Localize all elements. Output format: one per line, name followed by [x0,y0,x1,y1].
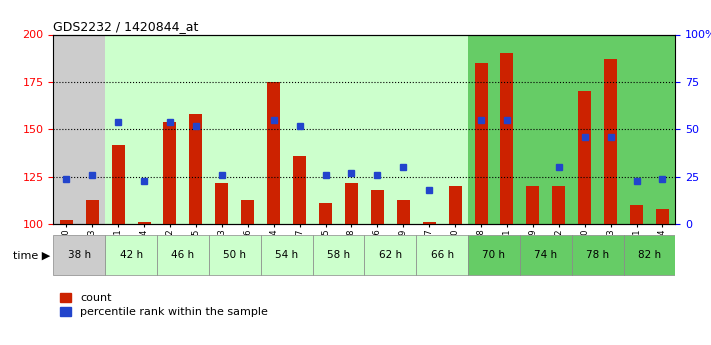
Bar [624,235,675,275]
Bar [313,235,364,275]
Bar [157,235,209,275]
Text: 62 h: 62 h [379,250,402,260]
Bar [501,53,513,224]
Bar [313,34,364,224]
Bar [60,220,73,224]
Bar [189,114,203,224]
Bar [423,223,436,224]
Text: 58 h: 58 h [327,250,350,260]
Bar [397,199,410,224]
Bar [552,186,565,224]
Bar [572,34,624,224]
Text: 82 h: 82 h [638,250,661,260]
Bar [416,34,468,224]
Bar [164,122,176,224]
Bar [604,59,617,224]
Bar [578,91,592,224]
Bar [416,235,468,275]
Bar [468,235,520,275]
Bar [319,204,332,224]
Bar [526,186,540,224]
Bar [112,145,124,224]
Bar [345,183,358,224]
Text: 70 h: 70 h [483,250,506,260]
Text: 78 h: 78 h [586,250,609,260]
Bar [624,34,675,224]
Text: 50 h: 50 h [223,250,246,260]
Text: 54 h: 54 h [275,250,298,260]
Text: time ▶: time ▶ [13,250,50,260]
Bar [241,199,255,224]
Bar [630,205,643,224]
Bar [364,235,416,275]
Bar [261,235,313,275]
Bar [209,235,261,275]
Bar [449,186,461,224]
Bar [261,34,313,224]
Text: 38 h: 38 h [68,250,91,260]
Bar [468,34,520,224]
Bar [86,199,99,224]
Text: 46 h: 46 h [171,250,195,260]
Text: 42 h: 42 h [119,250,143,260]
Bar [520,235,572,275]
Text: 66 h: 66 h [431,250,454,260]
Bar [53,235,105,275]
Bar [137,223,151,224]
Bar [572,235,624,275]
Bar [364,34,416,224]
Bar [371,190,384,224]
Bar [474,63,488,224]
Text: GDS2232 / 1420844_at: GDS2232 / 1420844_at [53,20,198,33]
Bar [520,34,572,224]
Legend: count, percentile rank within the sample: count, percentile rank within the sample [59,292,269,318]
Bar [267,82,280,224]
Bar [53,34,105,224]
Bar [157,34,209,224]
Bar [105,235,157,275]
Bar [656,209,669,224]
Text: 74 h: 74 h [534,250,557,260]
Bar [293,156,306,224]
Bar [209,34,261,224]
Bar [215,183,228,224]
Bar [105,34,157,224]
